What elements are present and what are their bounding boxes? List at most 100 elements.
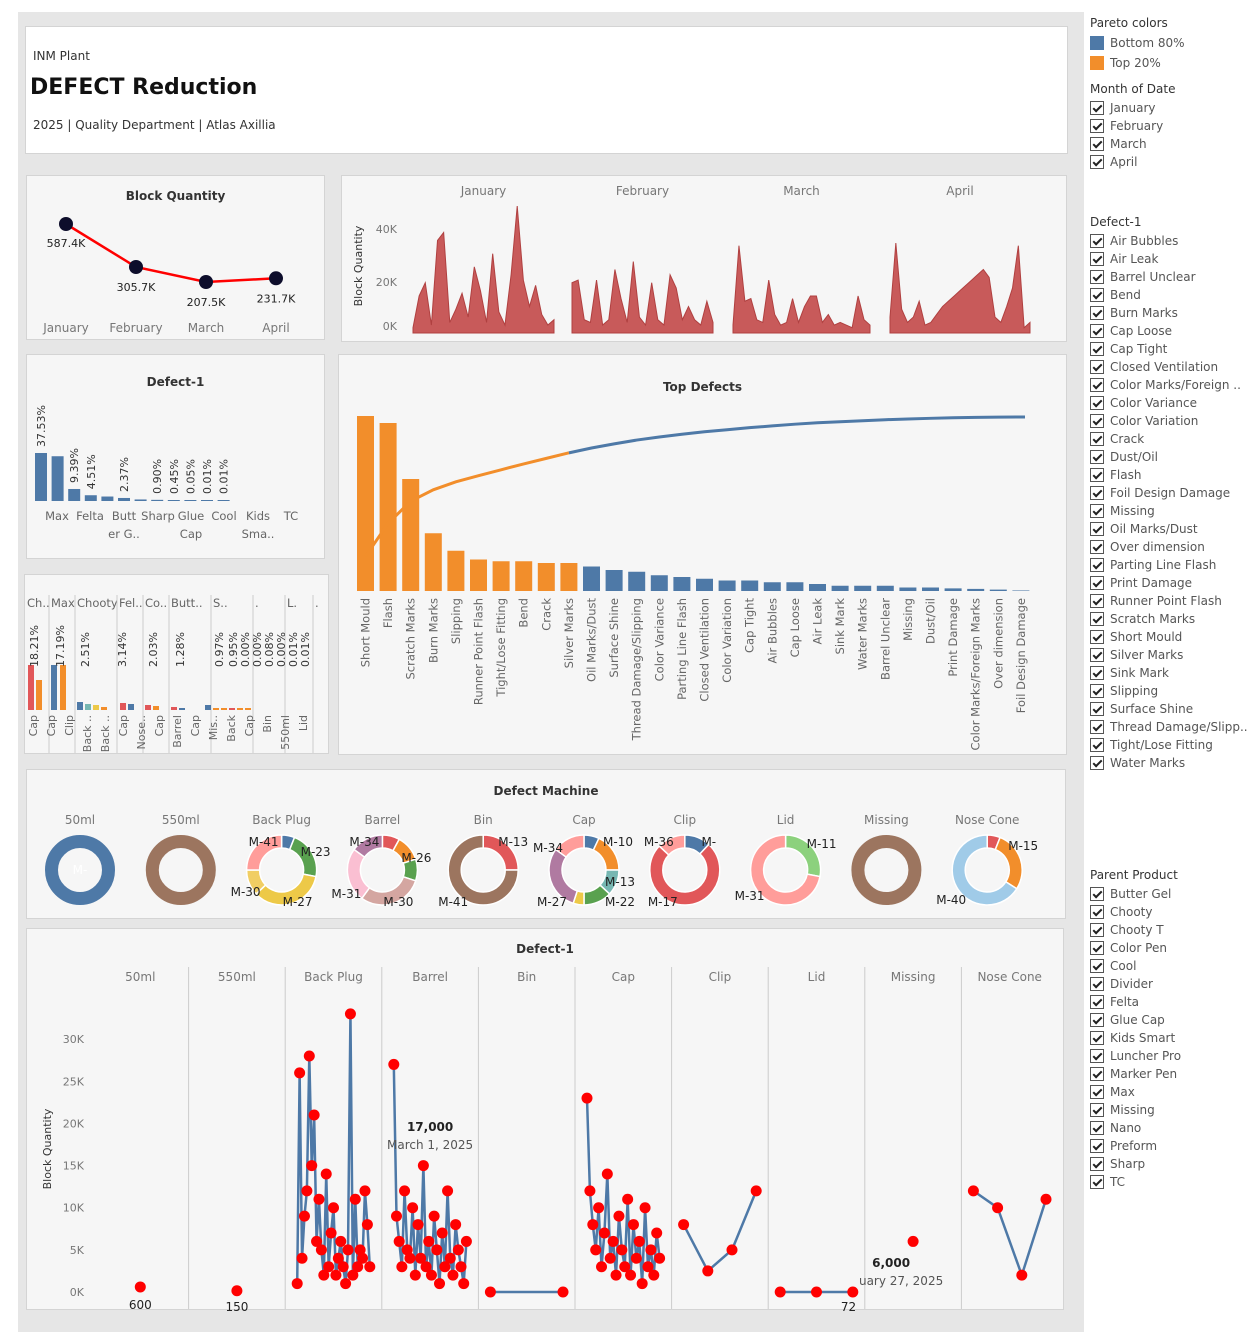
parent-checkbox[interactable]: Preform xyxy=(1090,1137,1250,1155)
defect1-timeline-panel[interactable]: Defect-1 Block Quantity 30K 25K 20K 15K 10K 5K… xyxy=(26,928,1065,1311)
month-checkbox[interactable]: February xyxy=(1090,117,1250,135)
top-defects-panel[interactable]: Top Defects Short Mould Flash Scratch Mark… xyxy=(338,354,1067,755)
donut-label: M-23 xyxy=(301,845,331,859)
parent-checkbox[interactable]: TC xyxy=(1090,1173,1250,1191)
legend-top-20[interactable]: Top 20% xyxy=(1090,53,1185,73)
timeline-annotation-value: 600 xyxy=(129,1298,152,1311)
defect-checkbox[interactable]: Water Marks xyxy=(1090,754,1250,772)
parent-checkbox[interactable]: Max xyxy=(1090,1083,1250,1101)
donut-label: M-41 xyxy=(438,895,468,909)
defect-checkbox[interactable]: Bend xyxy=(1090,286,1250,304)
defect-label: Barrel Unclear xyxy=(1110,270,1196,284)
timeline-point xyxy=(359,1185,371,1197)
check-icon xyxy=(1090,1031,1104,1045)
defect-checkbox[interactable]: Cap Tight xyxy=(1090,340,1250,358)
defect-checkbox[interactable]: Thread Damage/Slipp.. xyxy=(1090,718,1250,736)
parent-checkbox[interactable]: Luncher Pro xyxy=(1090,1047,1250,1065)
timeline-point xyxy=(633,1235,645,1247)
parent-checkbox[interactable]: Nano xyxy=(1090,1119,1250,1137)
defect-checkbox[interactable]: Surface Shine xyxy=(1090,700,1250,718)
defect-checkbox[interactable]: Burn Marks xyxy=(1090,304,1250,322)
defect-checkbox[interactable]: Color Variation xyxy=(1090,412,1250,430)
defect-checkbox[interactable]: Missing xyxy=(1090,502,1250,520)
parent-checkbox[interactable]: Felta xyxy=(1090,993,1250,1011)
donut-label: M-13 xyxy=(605,875,635,889)
defect-checkbox[interactable]: Color Marks/Foreign .. xyxy=(1090,376,1250,394)
defect-checkbox[interactable]: Short Mould xyxy=(1090,628,1250,646)
block-area-panel[interactable]: Block Quantity 40K 20K 0K January February Mar… xyxy=(341,175,1067,342)
legend-bottom-80[interactable]: Bottom 80% xyxy=(1090,33,1185,53)
block-quantity-chart[interactable]: 587.4K January 305.7K February 207.5K March 23… xyxy=(27,176,326,341)
check-icon xyxy=(1090,234,1104,248)
timeline-point xyxy=(301,1185,313,1197)
parent-checkbox[interactable]: Marker Pen xyxy=(1090,1065,1250,1083)
parent-checkbox[interactable]: Chooty T xyxy=(1090,921,1250,939)
defect-checkbox[interactable]: Over dimension xyxy=(1090,538,1250,556)
timeline-point xyxy=(622,1193,634,1205)
defect-checkbox[interactable]: Barrel Unclear xyxy=(1090,268,1250,286)
defect-checkbox[interactable]: Sink Mark xyxy=(1090,664,1250,682)
defect-checkbox[interactable]: Slipping xyxy=(1090,682,1250,700)
defect-machine-panel[interactable]: Defect Machine 50ml M- 550ml Back Plug M-41 M… xyxy=(26,769,1066,919)
top-defects-chart[interactable]: Short Mould Flash Scratch Marks Burn Marks S… xyxy=(339,355,1068,756)
defect-checkbox[interactable]: Crack xyxy=(1090,430,1250,448)
timeline-point xyxy=(907,1235,919,1247)
defect-label: Runner Point Flash xyxy=(1110,594,1222,608)
parent-checkbox[interactable]: Kids Smart xyxy=(1090,1029,1250,1047)
defect1-bar-chart[interactable]: 37.53% 9.39% 4.51% 2.37% 0.90% 0.45% 0.05% 0.01… xyxy=(27,355,326,560)
top-defect-x-tick: Slipping xyxy=(449,598,463,644)
defect-checkbox[interactable]: Oil Marks/Dust xyxy=(1090,520,1250,538)
defect-checkbox[interactable]: Runner Point Flash xyxy=(1090,592,1250,610)
timeline-point xyxy=(774,1286,786,1298)
parent-checkbox[interactable]: Divider xyxy=(1090,975,1250,993)
defect-checkbox[interactable]: Scratch Marks xyxy=(1090,610,1250,628)
mini-bar-label: 0.00% xyxy=(251,632,264,667)
timeline-point xyxy=(484,1286,496,1298)
parent-label: Preform xyxy=(1110,1139,1158,1153)
mini-bar xyxy=(101,707,107,710)
defect1-bar-panel[interactable]: Defect-1 37.53% 9.39% 4.51% 2.37% 0.90% 0.45%… xyxy=(26,354,325,559)
defect-checkbox[interactable]: Color Variance xyxy=(1090,394,1250,412)
defect-checkbox[interactable]: Air Leak xyxy=(1090,250,1250,268)
month-checkbox[interactable]: January xyxy=(1090,99,1250,117)
defect-mini-chart[interactable]: Ch.. Max Chooty Fel.. Co.. Butt.. S... L. . 18.21… xyxy=(25,575,330,755)
parent-checkbox[interactable]: Sharp xyxy=(1090,1155,1250,1173)
mini-bar-label: 0.00% xyxy=(239,632,252,667)
defect-checkbox[interactable]: Flash xyxy=(1090,466,1250,484)
top-defect-bar xyxy=(718,580,736,591)
top-defect-x-tick: Foil Design Damage xyxy=(1014,598,1028,713)
parent-checkbox[interactable]: Chooty xyxy=(1090,903,1250,921)
defect-checkbox[interactable]: Air Bubbles xyxy=(1090,232,1250,250)
defect-checkbox[interactable]: Closed Ventilation xyxy=(1090,358,1250,376)
defect-mini-panel[interactable]: Ch.. Max Chooty Fel.. Co.. Butt.. S... L.. 18.21… xyxy=(24,574,329,754)
month-checkbox[interactable]: April xyxy=(1090,153,1250,171)
defect-checkbox[interactable]: Print Damage xyxy=(1090,574,1250,592)
donut-label: M-31 xyxy=(735,889,765,903)
block-area-chart[interactable]: Block Quantity 40K 20K 0K January February Mar… xyxy=(342,176,1068,343)
parent-product-filter: Parent Product Butter Gel Chooty Chooty T Co… xyxy=(1090,868,1250,1191)
defect1-x-tick: Butt xyxy=(112,509,137,523)
mini-x-tick: Lid xyxy=(297,715,310,731)
parent-checkbox[interactable]: Cool xyxy=(1090,957,1250,975)
month-checkbox[interactable]: March xyxy=(1090,135,1250,153)
block-quantity-panel[interactable]: Block Quantity 587.4K January 305.7K Februa… xyxy=(26,175,325,340)
defect-checkbox[interactable]: Silver Marks xyxy=(1090,646,1250,664)
defect-checkbox[interactable]: Dust/Oil xyxy=(1090,448,1250,466)
check-icon xyxy=(1090,941,1104,955)
top-defect-bar xyxy=(628,571,646,591)
defect-machine-chart[interactable]: 50ml M- 550ml Back Plug M-41 M-23 M-30 M-27 Barr… xyxy=(27,770,1067,920)
defect-checkbox[interactable]: Foil Design Damage xyxy=(1090,484,1250,502)
defect-checkbox[interactable]: Parting Line Flash xyxy=(1090,556,1250,574)
defect1-timeline-chart[interactable]: Block Quantity 30K 25K 20K 15K 10K 5K 0K 50ml 550… xyxy=(27,929,1065,1311)
parent-checkbox[interactable]: Glue Cap xyxy=(1090,1011,1250,1029)
parent-checkbox[interactable]: Butter Gel xyxy=(1090,885,1250,903)
mini-x-tick: Cap xyxy=(243,715,256,736)
defect-checkbox[interactable]: Cap Loose xyxy=(1090,322,1250,340)
defect1-x-tick: Kids xyxy=(246,509,270,523)
parent-checkbox[interactable]: Missing xyxy=(1090,1101,1250,1119)
timeline-point xyxy=(442,1185,454,1197)
parent-checkbox[interactable]: Color Pen xyxy=(1090,939,1250,957)
defect1-bar xyxy=(51,456,64,501)
defect-checkbox[interactable]: Tight/Lose Fitting xyxy=(1090,736,1250,754)
mini-x-tick: Back .. xyxy=(99,715,112,752)
